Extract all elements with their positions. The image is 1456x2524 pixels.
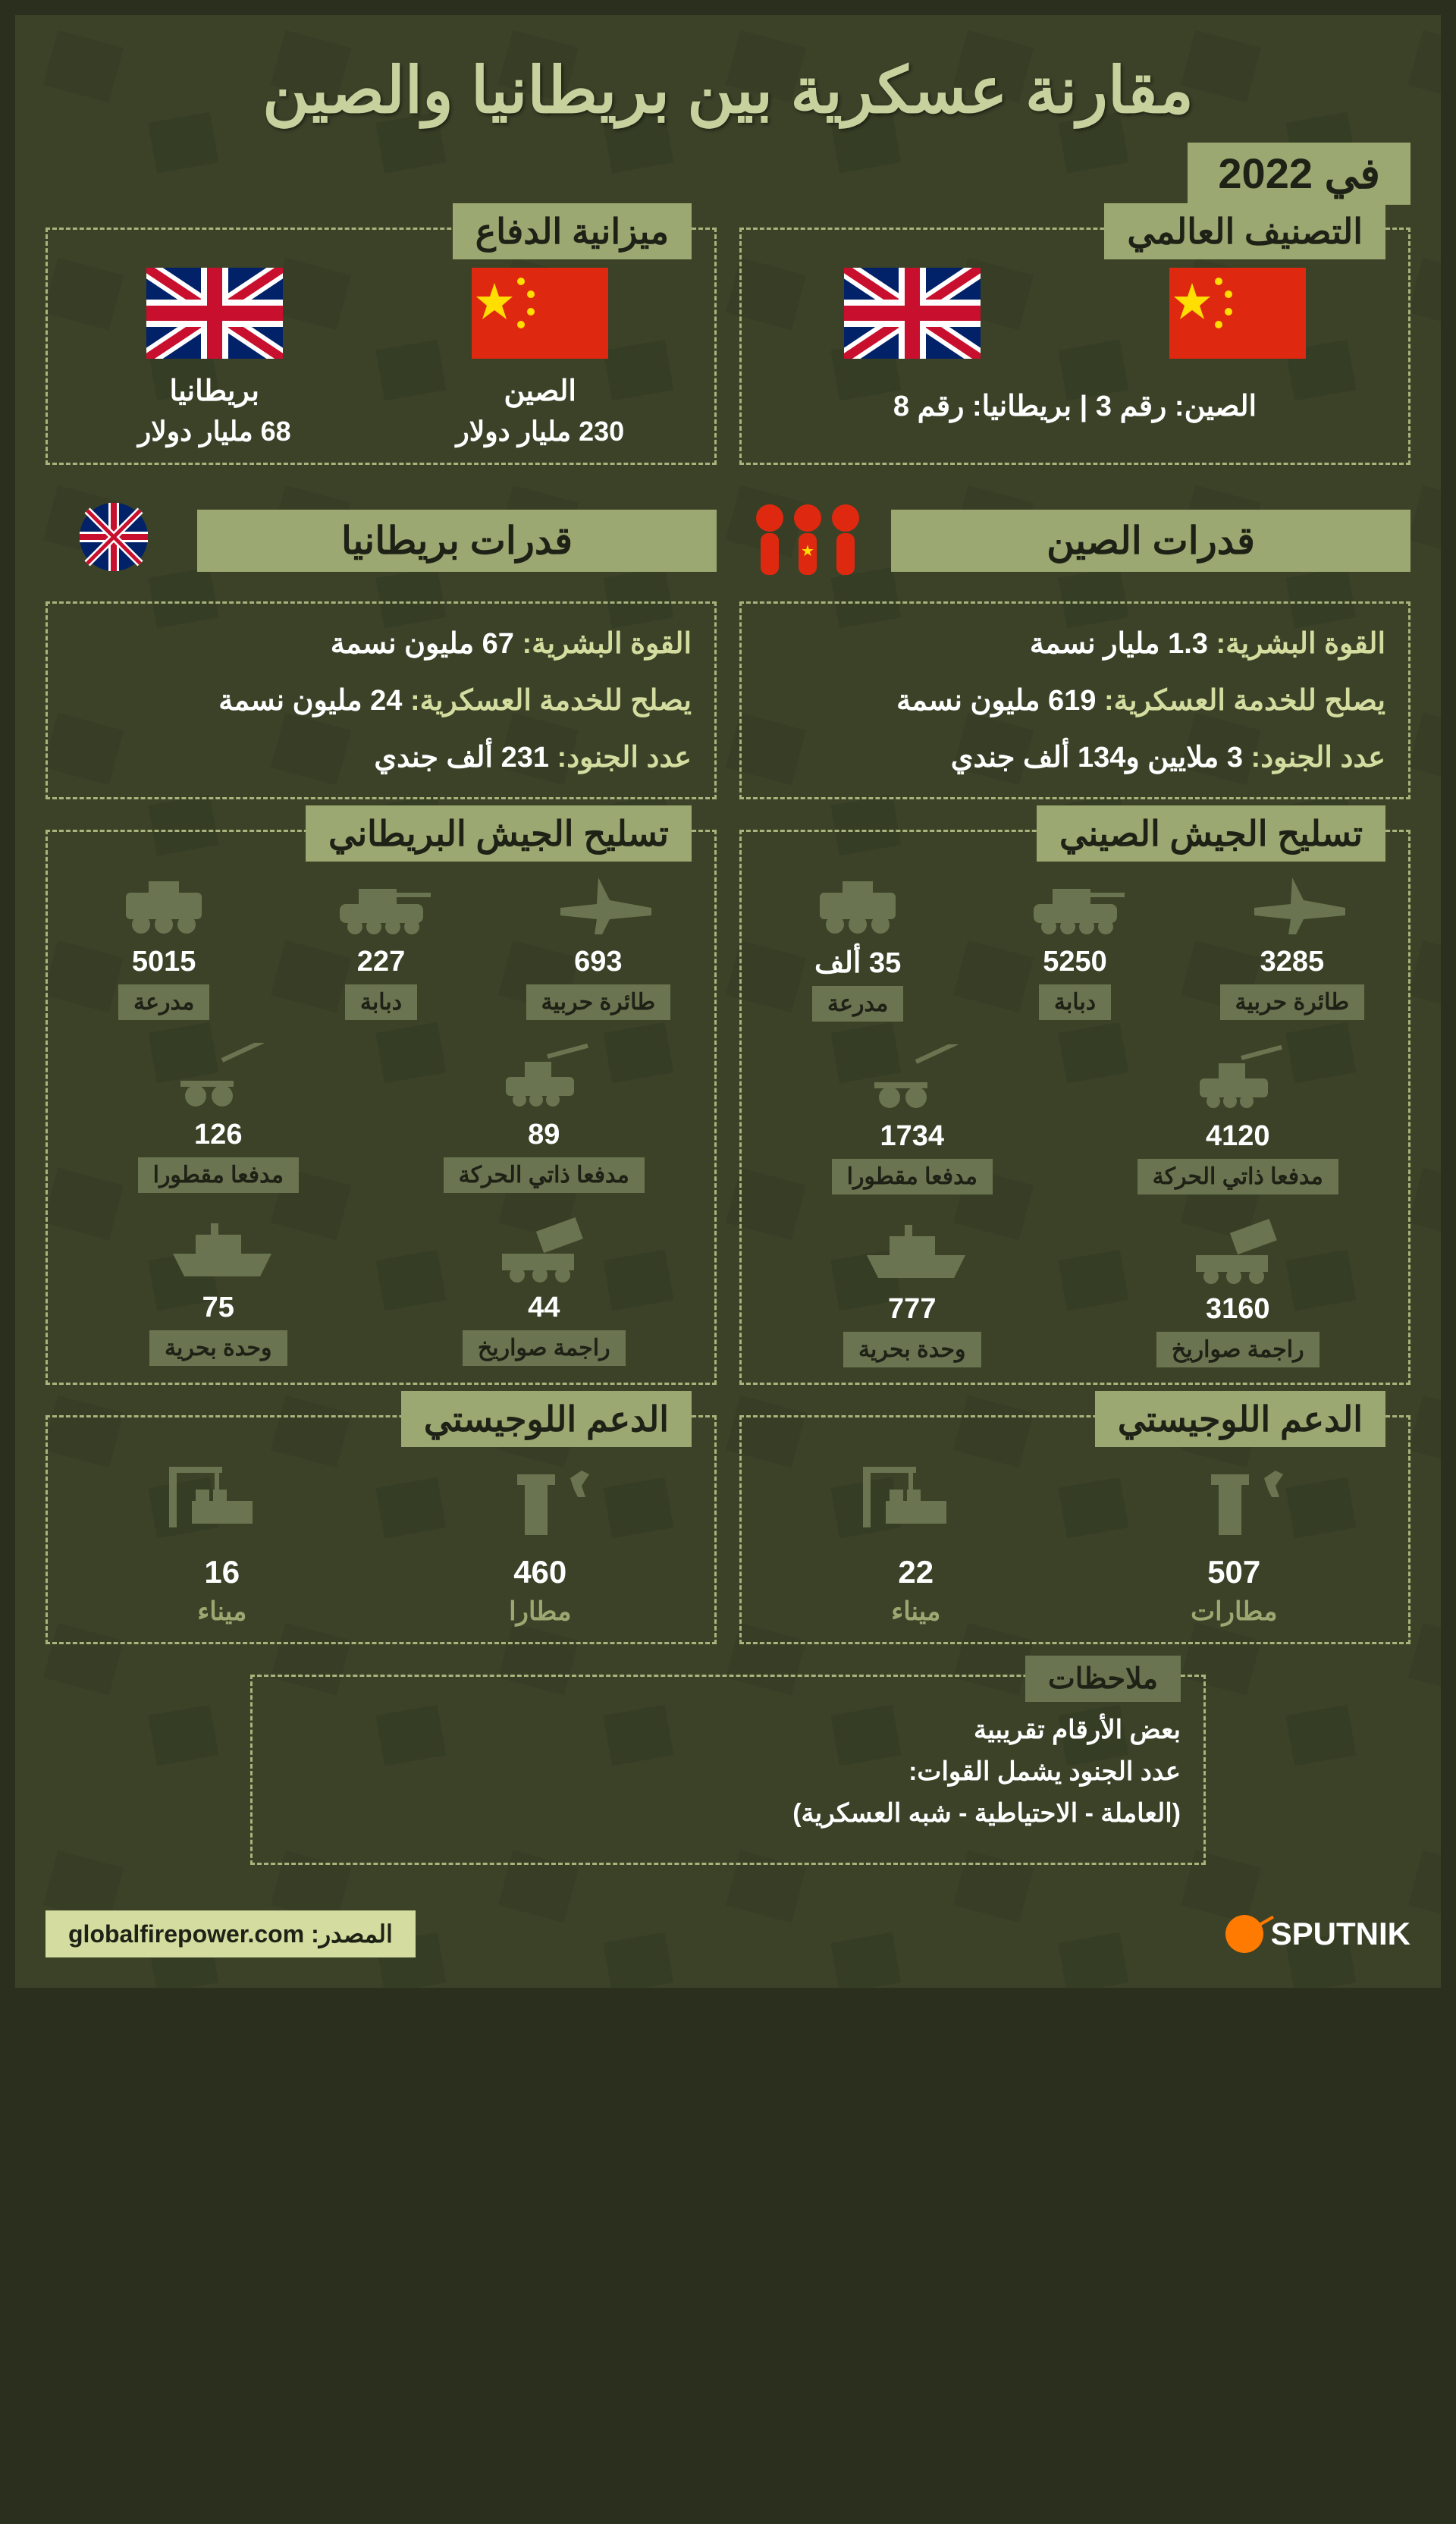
uk-stats: القوة البشرية: 67 مليون نسمة يصلح للخدمة … <box>46 601 717 799</box>
jet-icon <box>538 870 659 938</box>
log-item: 22ميناء <box>848 1455 984 1627</box>
stat-line: عدد الجنود: 3 ملايين و134 ألف جندي <box>764 740 1385 774</box>
stat-line: يصلح للخدمة العسكرية: 24 مليون نسمة <box>71 683 692 717</box>
rocket-icon <box>483 1216 604 1284</box>
china-stats: القوة البشرية: 1.3 مليار نسمة يصلح للخدمة… <box>739 601 1410 799</box>
ranking-title: التصنيف العالمي <box>1104 203 1385 259</box>
arms-item: 5250دبابة <box>974 870 1175 1022</box>
arms-item: 4120مدفعا ذاتي الحركة <box>1083 1044 1394 1195</box>
jet-icon <box>1232 870 1353 938</box>
year-badge: في 2022 <box>1188 143 1410 205</box>
airport-icon <box>472 1455 608 1546</box>
arms-item: 126مدفعا مقطورا <box>63 1043 374 1193</box>
stat-line: القوة البشرية: 67 مليون نسمة <box>71 626 692 661</box>
ship-icon <box>852 1217 973 1286</box>
log-item: 460مطارا <box>472 1455 608 1627</box>
arms-item: 693طائرة حربية <box>497 870 699 1020</box>
ranking-box: التصنيف العالمي الصين: رقم 3 | بريطانيا:… <box>739 228 1410 465</box>
ship-icon <box>158 1216 279 1284</box>
note-line: (العاملة - الاحتياطية - شبه العسكرية) <box>275 1798 1181 1829</box>
rocket-icon <box>1177 1217 1298 1286</box>
log-item: 16ميناء <box>154 1455 290 1627</box>
arms-item: 89مدفعا ذاتي الحركة <box>389 1043 700 1193</box>
flag-china <box>1169 268 1306 374</box>
budget-title: ميزانية الدفاع <box>453 203 692 259</box>
sputnik-icon <box>1225 1915 1263 1953</box>
budget-china: الصين 230 مليار دولار <box>456 268 624 447</box>
arms-item: 35 ألفمدرعة <box>757 870 959 1022</box>
port-icon <box>848 1455 984 1546</box>
people-icon <box>739 495 876 586</box>
arms-item: 3285طائرة حربية <box>1191 870 1393 1022</box>
arms-item: 44راجمة صواريخ <box>389 1216 700 1366</box>
uk-logistics: الدعم اللوجيستي 460مطارا16ميناء <box>46 1415 717 1644</box>
arms-item: 75وحدة بحرية <box>63 1216 374 1366</box>
towed-icon <box>852 1044 973 1113</box>
armament-row: تسليح الجيش الصيني 3285طائرة حربية5250دب… <box>46 830 1410 1385</box>
port-icon <box>154 1455 290 1546</box>
uk-capabilities: قدرات بريطانيا القوة البشرية: 67 مليون ن… <box>46 495 717 799</box>
uk-flag-icon <box>46 495 182 586</box>
flag-uk <box>844 268 981 374</box>
sp_artillery-icon <box>1177 1044 1298 1113</box>
top-row: التصنيف العالمي الصين: رقم 3 | بريطانيا:… <box>46 228 1410 465</box>
arms-item: 227دبابة <box>280 870 482 1020</box>
sputnik-brand: SPUTNIK <box>1225 1915 1410 1953</box>
china-armament: تسليح الجيش الصيني 3285طائرة حربية5250دب… <box>739 830 1410 1385</box>
arms-item: 777وحدة بحرية <box>757 1217 1068 1367</box>
tank-icon <box>1015 870 1136 938</box>
sp_artillery-icon <box>483 1043 604 1111</box>
apc-icon <box>797 870 918 938</box>
log-item: 507مطارات <box>1166 1455 1302 1627</box>
main-title: مقارنة عسكرية بين بريطانيا والصين <box>46 46 1410 143</box>
budget-uk: بريطانيا 68 مليار دولار <box>138 268 291 447</box>
budget-box: ميزانية الدفاع الصين 230 مليار دولار بري… <box>46 228 717 465</box>
airport-icon <box>1166 1455 1302 1546</box>
ranking-text: الصين: رقم 3 | بريطانيا: رقم 8 <box>757 389 1393 423</box>
infographic-root: مقارنة عسكرية بين بريطانيا والصين في 202… <box>15 15 1441 1988</box>
arms-item: 3160راجمة صواريخ <box>1083 1217 1394 1367</box>
stat-line: يصلح للخدمة العسكرية: 619 مليون نسمة <box>764 683 1385 717</box>
china-capabilities: قدرات الصين القوة البشرية: 1.3 مليار نسم… <box>739 495 1410 799</box>
stat-line: القوة البشرية: 1.3 مليار نسمة <box>764 626 1385 661</box>
apc-icon <box>103 870 224 938</box>
uk-armament: تسليح الجيش البريطاني 693طائرة حربية227د… <box>46 830 717 1385</box>
note-line: بعض الأرقام تقريبية <box>275 1715 1181 1745</box>
china-logistics: الدعم اللوجيستي 507مطارات22ميناء <box>739 1415 1410 1644</box>
stat-line: عدد الجنود: 231 ألف جندي <box>71 740 692 774</box>
arms-item: 5015مدرعة <box>63 870 265 1020</box>
note-line: عدد الجنود يشمل القوات: <box>275 1756 1181 1787</box>
logistics-row: الدعم اللوجيستي 507مطارات22ميناء الدعم ا… <box>46 1415 1410 1644</box>
towed-icon <box>158 1043 279 1111</box>
source-text: المصدر: globalfirepower.com <box>46 1910 416 1957</box>
footer: SPUTNIK المصدر: globalfirepower.com <box>46 1895 1410 1957</box>
capabilities-row: قدرات الصين القوة البشرية: 1.3 مليار نسم… <box>46 495 1410 799</box>
arms-item: 1734مدفعا مقطورا <box>757 1044 1068 1195</box>
tank-icon <box>321 870 442 938</box>
notes-box: ملاحظات بعض الأرقام تقريبيةعدد الجنود يش… <box>250 1675 1206 1865</box>
